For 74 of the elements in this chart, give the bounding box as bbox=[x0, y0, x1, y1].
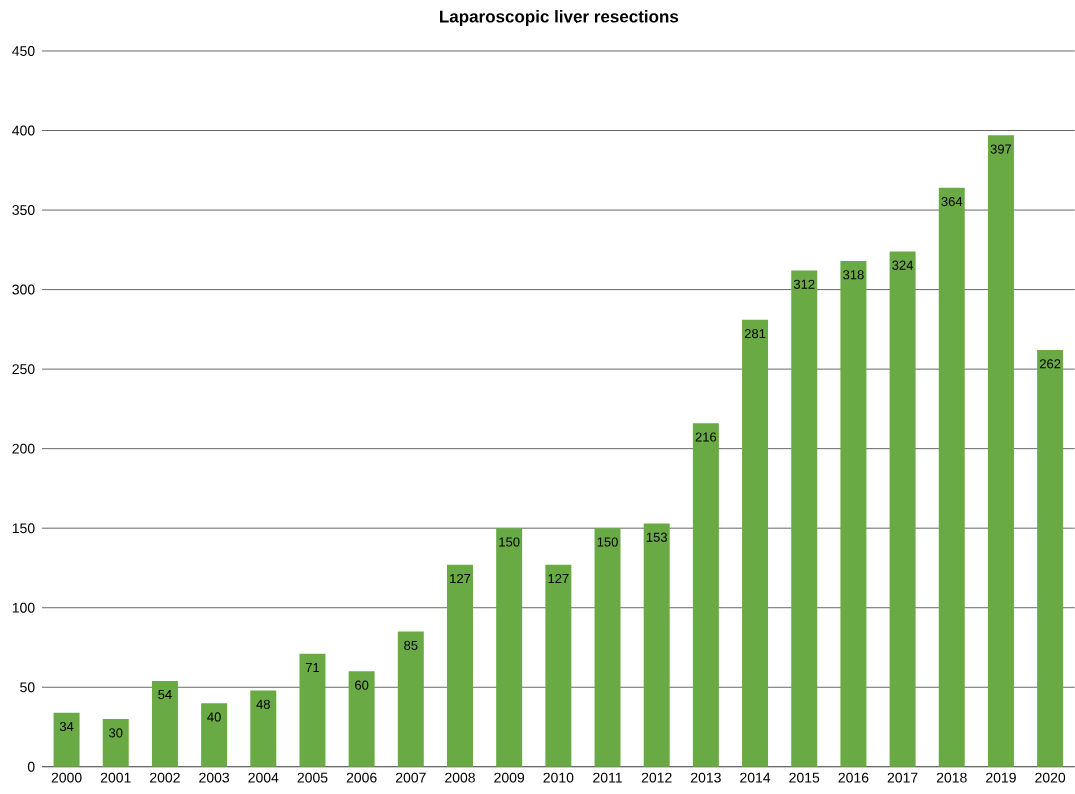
x-tick-label: 2011 bbox=[593, 772, 622, 783]
data-label: 150 bbox=[499, 537, 520, 547]
data-label: 364 bbox=[941, 197, 963, 207]
x-tick-label: 2005 bbox=[297, 772, 328, 783]
data-label: 262 bbox=[1039, 359, 1061, 369]
data-label: 71 bbox=[305, 663, 320, 673]
bar bbox=[151, 681, 178, 767]
bar bbox=[447, 564, 473, 767]
x-tick-label: 2010 bbox=[543, 772, 574, 783]
bar bbox=[594, 528, 621, 767]
bar bbox=[692, 423, 719, 767]
data-label: 34 bbox=[59, 722, 74, 732]
bar bbox=[102, 719, 129, 767]
y-tick-label: 250 bbox=[12, 364, 35, 375]
data-label: 127 bbox=[548, 574, 569, 584]
bar bbox=[840, 261, 867, 767]
bar bbox=[791, 270, 818, 767]
data-label: 397 bbox=[990, 144, 1012, 154]
bar bbox=[938, 187, 965, 767]
data-label: 48 bbox=[256, 699, 270, 709]
data-label: 318 bbox=[843, 270, 864, 280]
x-tick-label: 2001 bbox=[100, 772, 131, 783]
bar bbox=[496, 528, 523, 767]
x-tick-label: 2007 bbox=[395, 772, 426, 783]
y-tick-label: 350 bbox=[12, 205, 35, 216]
data-label: 312 bbox=[793, 279, 815, 289]
x-tick-label: 2006 bbox=[346, 772, 377, 783]
data-label: 85 bbox=[404, 640, 418, 651]
x-tick-label: 2017 bbox=[887, 772, 918, 783]
bar bbox=[397, 631, 424, 767]
x-tick-label: 2008 bbox=[445, 772, 475, 783]
x-tick-label: 2013 bbox=[691, 772, 721, 783]
x-tick-label: 2015 bbox=[789, 772, 820, 783]
bar bbox=[1037, 350, 1064, 767]
bar bbox=[987, 135, 1014, 767]
bar bbox=[889, 251, 916, 767]
data-label: 216 bbox=[695, 432, 717, 442]
data-label: 281 bbox=[744, 329, 766, 339]
y-tick-label: 450 bbox=[12, 46, 35, 57]
bar bbox=[348, 671, 375, 767]
x-tick-label: 2016 bbox=[838, 772, 869, 783]
y-tick-label: 50 bbox=[20, 682, 35, 693]
x-tick-label: 2019 bbox=[986, 772, 1016, 783]
y-tick-label: 200 bbox=[12, 443, 35, 454]
x-tick-label: 2009 bbox=[494, 772, 525, 783]
bar bbox=[643, 523, 670, 767]
bar bbox=[250, 690, 277, 767]
x-tick-label: 2018 bbox=[936, 772, 967, 783]
x-tick-label: 2020 bbox=[1035, 772, 1066, 783]
data-label: 324 bbox=[892, 260, 914, 270]
data-label: 40 bbox=[207, 712, 221, 722]
x-tick-label: 2000 bbox=[51, 772, 82, 783]
bar bbox=[201, 703, 228, 767]
bar bbox=[299, 653, 326, 767]
x-tick-label: 2002 bbox=[150, 772, 180, 783]
y-tick-label: 0 bbox=[27, 761, 35, 772]
x-tick-label: 2004 bbox=[248, 772, 279, 783]
x-tick-label: 2014 bbox=[740, 772, 771, 783]
chart-title: Laparoscopic liver resections bbox=[440, 10, 679, 27]
y-tick-label: 100 bbox=[12, 602, 35, 613]
y-tick-label: 150 bbox=[12, 523, 35, 534]
bar bbox=[545, 564, 572, 767]
data-label: 30 bbox=[109, 728, 123, 738]
y-tick-label: 400 bbox=[12, 125, 35, 136]
x-tick-label: 2012 bbox=[641, 772, 672, 783]
y-tick-label: 300 bbox=[12, 284, 35, 295]
bar bbox=[53, 712, 80, 767]
data-label: 54 bbox=[158, 690, 172, 700]
data-label: 127 bbox=[450, 574, 471, 584]
x-tick-label: 2003 bbox=[199, 772, 230, 783]
data-label: 150 bbox=[597, 537, 618, 547]
data-label: 153 bbox=[646, 532, 667, 542]
bar bbox=[742, 319, 769, 767]
data-label: 60 bbox=[355, 680, 369, 690]
